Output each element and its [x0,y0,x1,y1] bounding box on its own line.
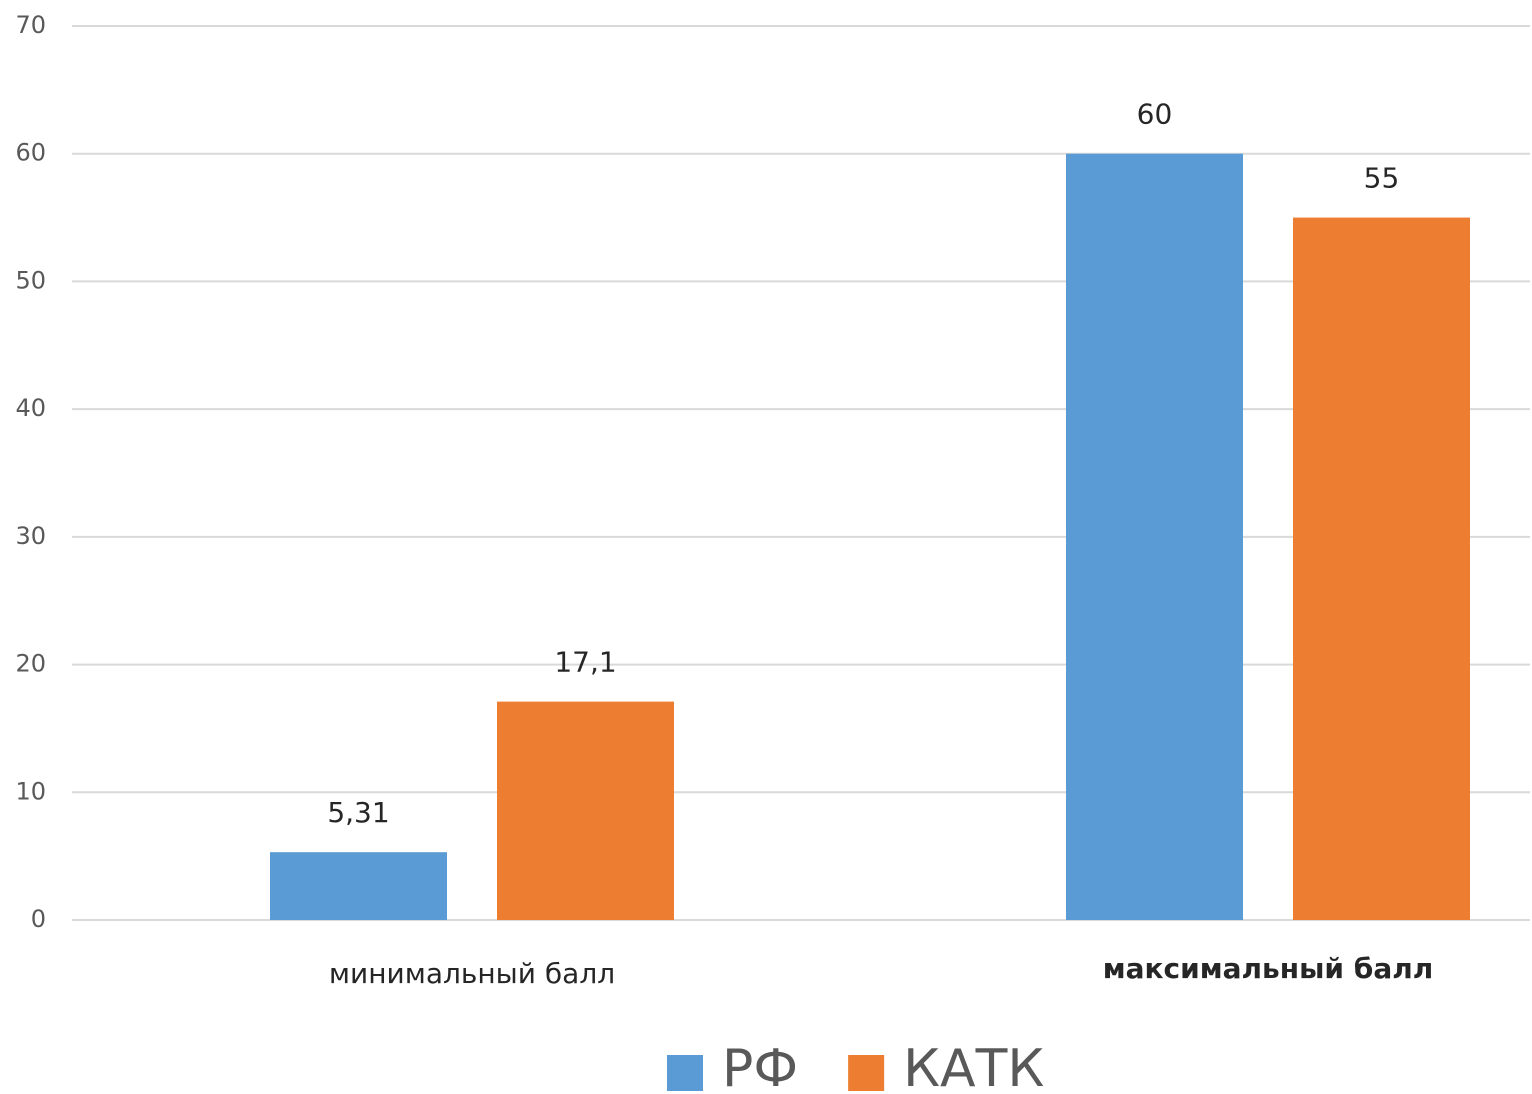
data-label: 5,31 [327,796,389,829]
data-label: 55 [1364,162,1400,195]
bar [1066,153,1243,920]
legend-swatch [848,1055,885,1091]
data-label: 17,1 [554,646,616,679]
legend-swatch [667,1055,703,1091]
x-tick-label: максимальный балл [1103,952,1434,985]
y-tick-label: 20 [15,650,46,678]
y-tick-label: 10 [15,777,46,805]
x-tick-label: минимальный балл [329,957,615,990]
data-label: 60 [1137,98,1173,131]
bar [497,701,674,920]
y-tick-label: 40 [15,394,46,422]
bar [1293,217,1470,921]
y-tick-label: 50 [15,266,46,294]
legend-label: КАТК [903,1039,1044,1094]
y-tick-label: 30 [15,522,46,550]
legend-label: РФ [722,1039,798,1094]
bar [270,852,447,920]
y-tick-label: 0 [31,905,46,933]
y-tick-label: 60 [15,139,46,167]
y-tick-label: 70 [15,11,46,39]
